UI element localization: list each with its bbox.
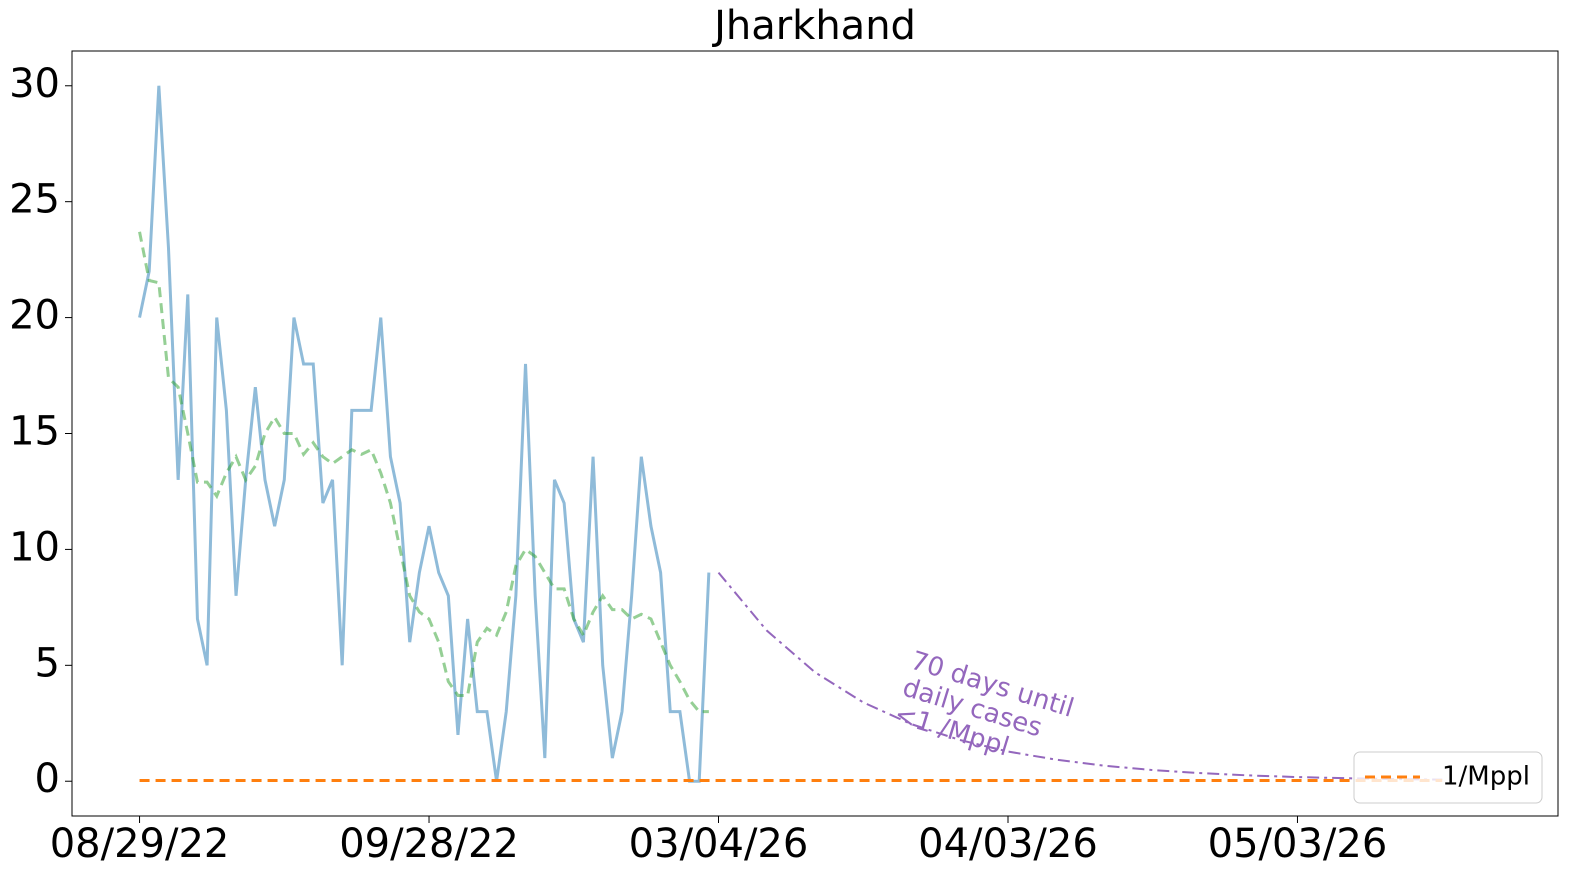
y-tick-label: 0 xyxy=(35,756,60,802)
series-line xyxy=(138,231,709,714)
y-tick-label: 10 xyxy=(9,524,60,570)
x-tick-label: 05/03/26 xyxy=(1208,821,1388,867)
legend-box xyxy=(1353,751,1543,804)
x-tick-label: 03/04/26 xyxy=(629,821,809,867)
y-tick-label: 15 xyxy=(9,409,60,455)
y-tick-label: 5 xyxy=(35,640,60,686)
y-tick-label: 20 xyxy=(9,293,60,339)
y-tick-label: 25 xyxy=(9,177,60,223)
legend-label: 1/Mppl xyxy=(1442,762,1530,792)
series-line xyxy=(717,571,1443,781)
y-tick-label: 30 xyxy=(9,61,60,107)
x-tick-label: 08/29/22 xyxy=(50,821,230,867)
x-tick-label: 09/28/22 xyxy=(339,821,519,867)
x-tick-label: 04/03/26 xyxy=(918,821,1098,867)
chart-title: Jharkhand xyxy=(711,3,916,49)
series-line xyxy=(138,85,711,783)
plot-frame xyxy=(71,50,1559,817)
